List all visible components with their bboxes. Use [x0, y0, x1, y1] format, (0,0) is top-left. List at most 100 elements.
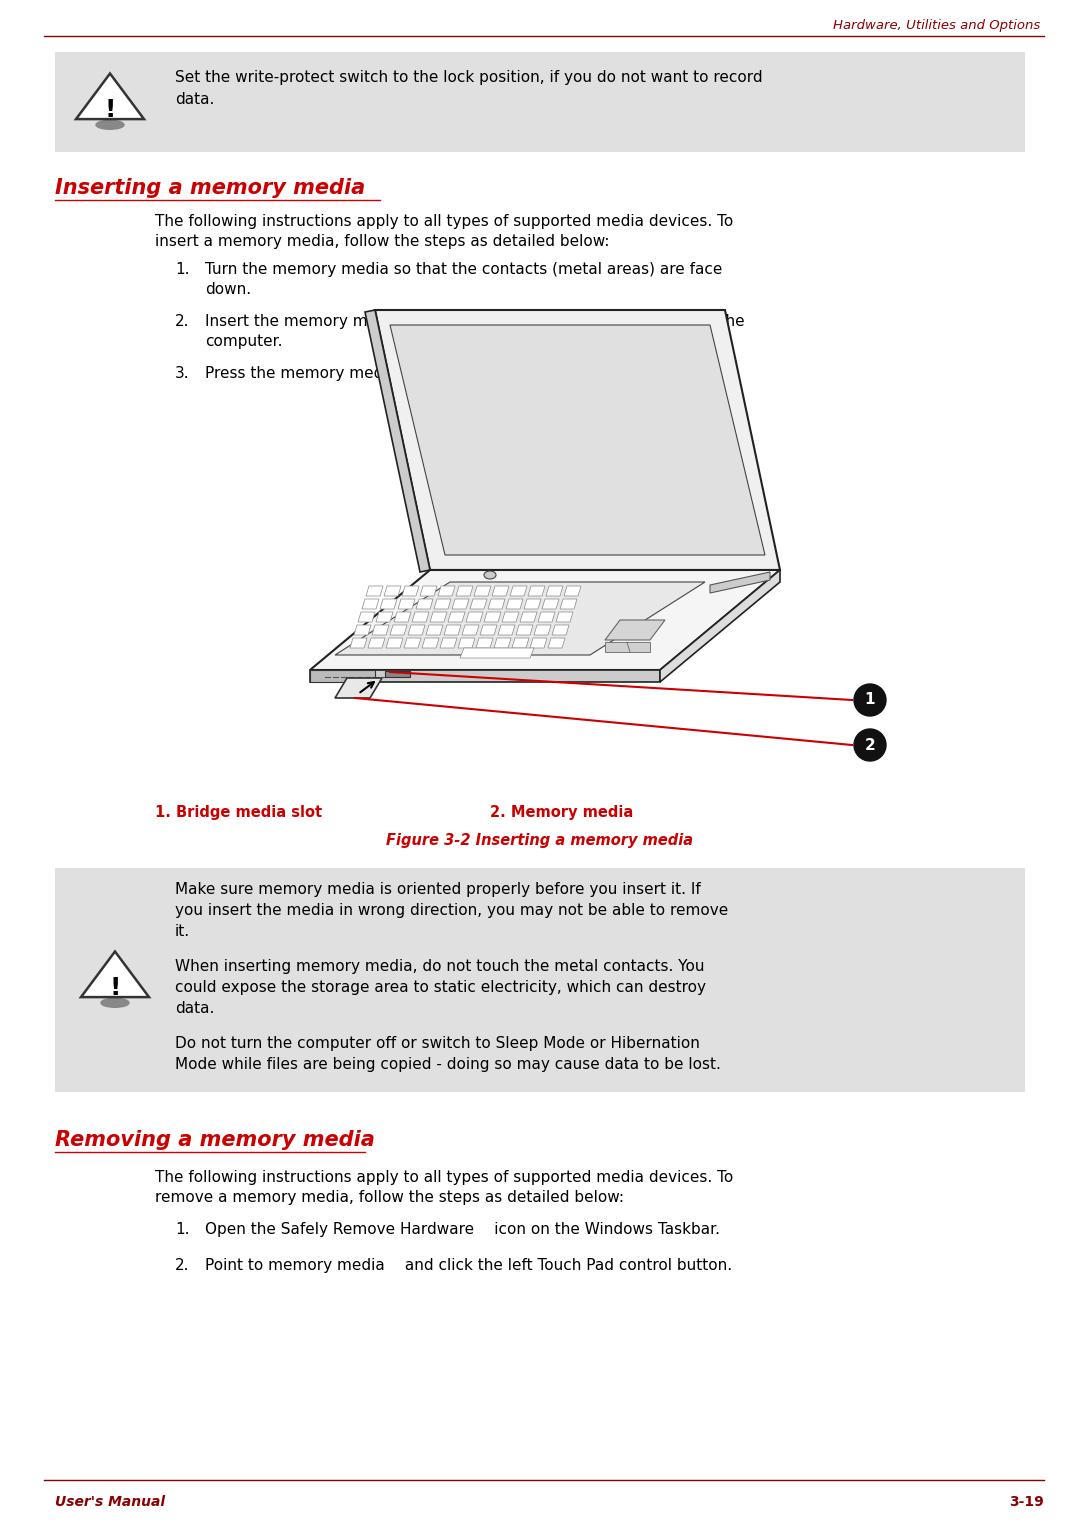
Text: insert a memory media, follow the steps as detailed below:: insert a memory media, follow the steps … [156, 233, 609, 249]
Polygon shape [438, 586, 455, 597]
Polygon shape [534, 626, 551, 635]
Text: Point to memory media  and click the left Touch Pad control button.: Point to memory media and click the left… [205, 1257, 732, 1273]
Polygon shape [376, 612, 393, 623]
Polygon shape [465, 612, 483, 623]
Text: Turn the memory media so that the contacts (metal areas) are face: Turn the memory media so that the contac… [205, 262, 723, 278]
Text: Figure 3-2 Inserting a memory media: Figure 3-2 Inserting a memory media [387, 833, 693, 848]
Text: When inserting memory media, do not touch the metal contacts. You: When inserting memory media, do not touc… [175, 958, 704, 974]
Polygon shape [462, 626, 480, 635]
Polygon shape [458, 638, 475, 649]
Text: it.: it. [175, 925, 190, 938]
Polygon shape [384, 671, 410, 678]
Polygon shape [357, 612, 375, 623]
Ellipse shape [484, 571, 496, 578]
Polygon shape [335, 581, 705, 655]
Text: !: ! [109, 977, 121, 1000]
Polygon shape [448, 612, 465, 623]
Polygon shape [426, 626, 443, 635]
Polygon shape [492, 586, 509, 597]
Polygon shape [510, 586, 527, 597]
Text: !: ! [105, 98, 116, 122]
Text: Removing a memory media: Removing a memory media [55, 1129, 375, 1151]
Polygon shape [494, 638, 511, 649]
Text: could expose the storage area to static electricity, which can destroy: could expose the storage area to static … [175, 980, 706, 995]
Polygon shape [362, 600, 379, 609]
Polygon shape [408, 626, 426, 635]
Polygon shape [81, 952, 149, 996]
Polygon shape [310, 670, 375, 682]
Text: 3-19: 3-19 [1009, 1495, 1044, 1509]
Polygon shape [402, 586, 419, 597]
Text: 2. Memory media: 2. Memory media [490, 806, 633, 819]
Polygon shape [440, 638, 457, 649]
Polygon shape [524, 600, 541, 609]
Text: computer.: computer. [205, 334, 283, 349]
Polygon shape [561, 600, 577, 609]
Text: User's Manual: User's Manual [55, 1495, 165, 1509]
Polygon shape [516, 626, 534, 635]
Polygon shape [420, 586, 437, 597]
Polygon shape [564, 586, 581, 597]
Text: 1.: 1. [175, 262, 189, 278]
Polygon shape [404, 638, 421, 649]
Text: 2: 2 [865, 737, 876, 752]
Polygon shape [488, 600, 505, 609]
Polygon shape [660, 571, 780, 682]
Polygon shape [556, 612, 573, 623]
Text: 2.: 2. [175, 1257, 189, 1273]
Text: data.: data. [175, 1001, 214, 1016]
Polygon shape [354, 626, 372, 635]
Polygon shape [552, 626, 569, 635]
Polygon shape [605, 620, 665, 639]
Polygon shape [76, 73, 144, 119]
Text: The following instructions apply to all types of supported media devices. To: The following instructions apply to all … [156, 214, 733, 229]
Polygon shape [390, 325, 765, 555]
Text: 1. Bridge media slot: 1. Bridge media slot [156, 806, 322, 819]
Polygon shape [476, 638, 492, 649]
Text: Press the memory media gently to ensure a firm connection is made.: Press the memory media gently to ensure … [205, 366, 737, 382]
Polygon shape [548, 638, 565, 649]
Ellipse shape [96, 121, 124, 130]
Polygon shape [430, 612, 447, 623]
Text: remove a memory media, follow the steps as detailed below:: remove a memory media, follow the steps … [156, 1190, 624, 1206]
Bar [55, 868, 1025, 1093]
Text: data.: data. [175, 92, 214, 107]
Polygon shape [530, 638, 546, 649]
Polygon shape [434, 600, 451, 609]
Text: Insert the memory media into the Bridge media slot on the side of the: Insert the memory media into the Bridge … [205, 314, 744, 330]
Polygon shape [605, 642, 650, 652]
Bar [55, 52, 1025, 153]
Text: The following instructions apply to all types of supported media devices. To: The following instructions apply to all … [156, 1170, 733, 1186]
Text: Inserting a memory media: Inserting a memory media [55, 179, 365, 198]
Polygon shape [507, 600, 523, 609]
Ellipse shape [102, 998, 129, 1007]
Circle shape [854, 684, 886, 716]
Polygon shape [386, 638, 403, 649]
Polygon shape [502, 612, 519, 623]
Polygon shape [710, 572, 770, 594]
Text: 1: 1 [865, 693, 875, 708]
Polygon shape [422, 638, 438, 649]
Polygon shape [365, 310, 430, 572]
Text: Make sure memory media is oriented properly before you insert it. If: Make sure memory media is oriented prope… [175, 882, 701, 897]
Polygon shape [399, 600, 415, 609]
Polygon shape [384, 586, 401, 597]
Polygon shape [375, 310, 780, 571]
Polygon shape [484, 612, 501, 623]
Polygon shape [498, 626, 515, 635]
Circle shape [854, 729, 886, 761]
Polygon shape [512, 638, 529, 649]
Polygon shape [460, 649, 534, 658]
Polygon shape [416, 600, 433, 609]
Polygon shape [546, 586, 563, 597]
Polygon shape [453, 600, 469, 609]
Polygon shape [456, 586, 473, 597]
Text: you insert the media in wrong direction, you may not be able to remove: you insert the media in wrong direction,… [175, 903, 728, 919]
Polygon shape [411, 612, 429, 623]
Polygon shape [390, 626, 407, 635]
Polygon shape [519, 612, 537, 623]
Polygon shape [372, 626, 389, 635]
Polygon shape [350, 638, 367, 649]
Polygon shape [542, 600, 559, 609]
Polygon shape [528, 586, 545, 597]
